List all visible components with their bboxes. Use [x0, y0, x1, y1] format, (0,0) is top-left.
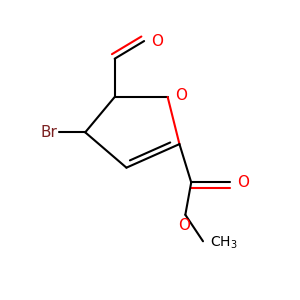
- Text: O: O: [175, 88, 187, 103]
- Text: Br: Br: [40, 125, 57, 140]
- Text: O: O: [237, 175, 249, 190]
- Text: CH$_3$: CH$_3$: [210, 235, 238, 251]
- Text: O: O: [178, 218, 190, 233]
- Text: O: O: [152, 34, 164, 49]
